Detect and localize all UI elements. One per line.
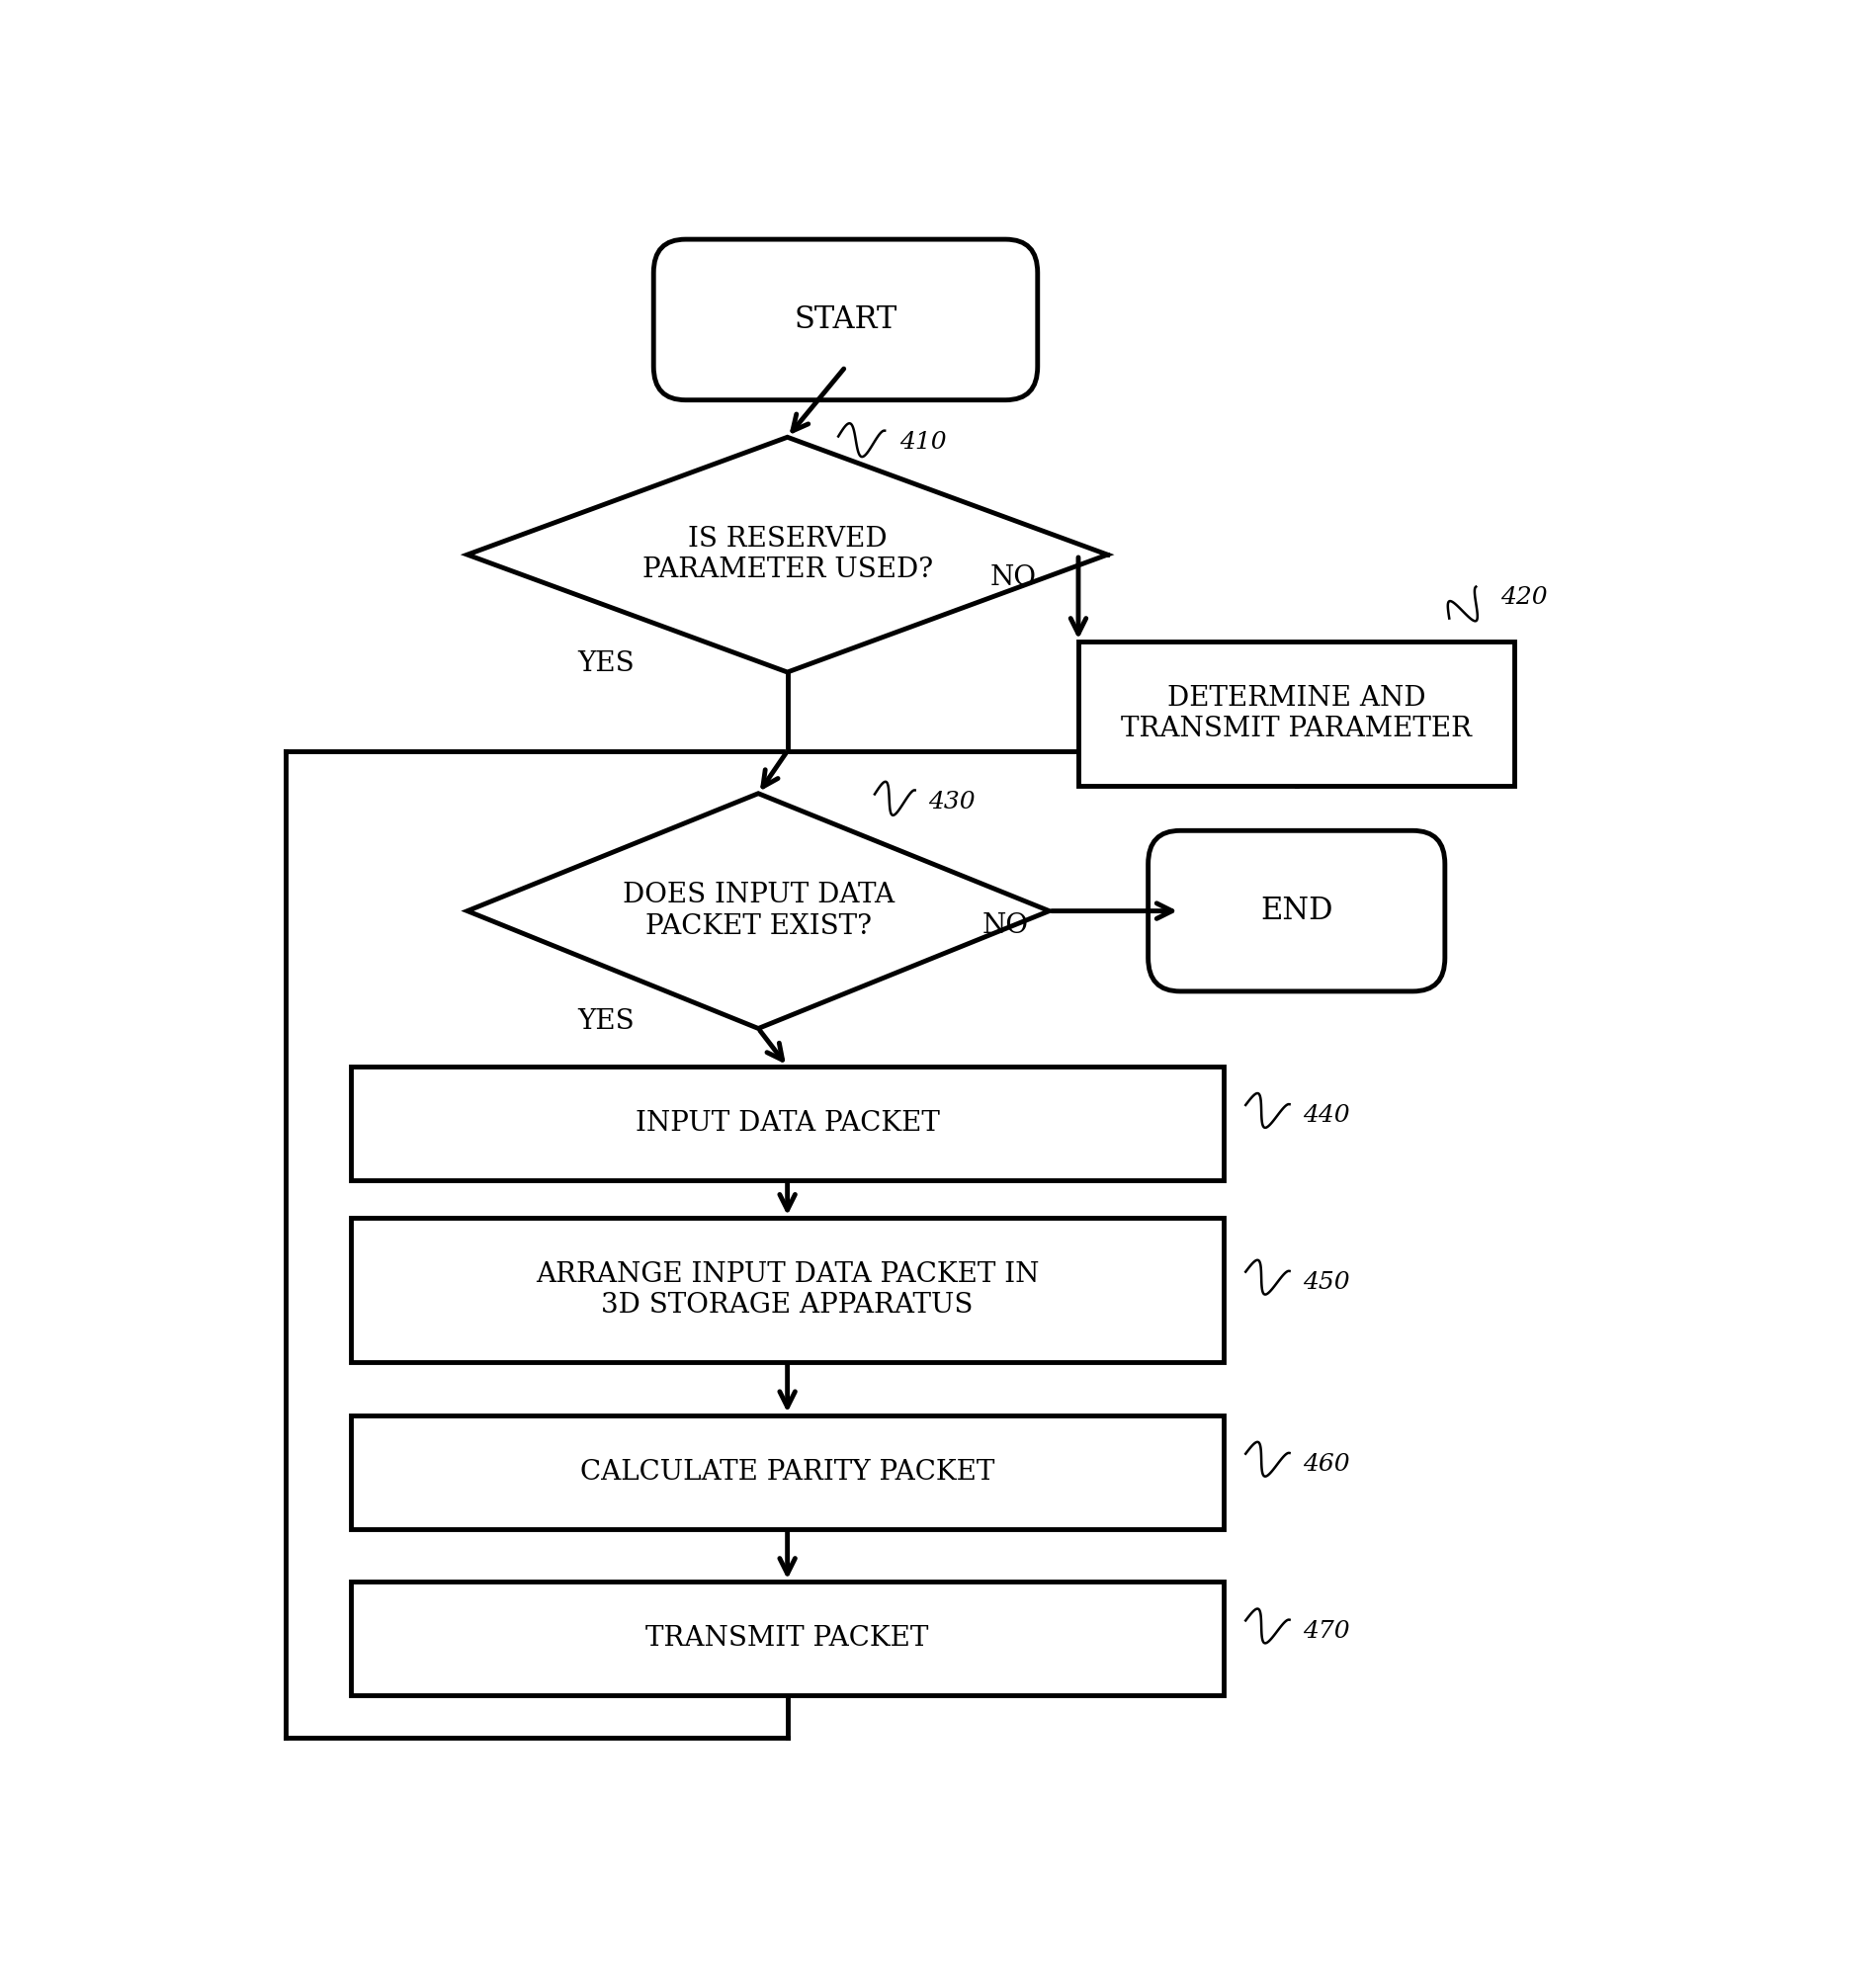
Text: ARRANGE INPUT DATA PACKET IN
3D STORAGE APPARATUS: ARRANGE INPUT DATA PACKET IN 3D STORAGE … [535,1262,1039,1319]
Text: 460: 460 [1302,1453,1349,1475]
Text: 440: 440 [1302,1105,1349,1126]
Bar [351,1416,1223,1528]
Text: NO: NO [981,914,1028,939]
Bar [351,1219,1223,1363]
FancyBboxPatch shape [653,240,1037,400]
Text: END: END [1259,896,1332,925]
Text: CALCULATE PARITY PACKET: CALCULATE PARITY PACKET [580,1459,994,1485]
Text: YES: YES [576,1008,634,1036]
Text: INPUT DATA PACKET: INPUT DATA PACKET [634,1111,940,1136]
Polygon shape [467,437,1107,671]
Text: DETERMINE AND
TRANSMIT PARAMETER: DETERMINE AND TRANSMIT PARAMETER [1120,685,1471,742]
Text: TRANSMIT PACKET: TRANSMIT PACKET [645,1624,929,1652]
Text: NO: NO [989,563,1036,591]
Text: START: START [794,305,897,335]
Bar [351,1067,1223,1179]
FancyBboxPatch shape [1148,831,1445,990]
Bar [351,1581,1223,1695]
Text: 420: 420 [1499,585,1546,608]
Text: 430: 430 [929,790,976,813]
Text: 410: 410 [899,431,946,453]
Bar [1077,642,1514,786]
Text: IS RESERVED
PARAMETER USED?: IS RESERVED PARAMETER USED? [642,526,932,583]
Text: YES: YES [576,650,634,677]
Text: 450: 450 [1302,1272,1349,1294]
Text: 470: 470 [1302,1620,1349,1642]
Polygon shape [467,794,1049,1028]
Text: DOES INPUT DATA
PACKET EXIST?: DOES INPUT DATA PACKET EXIST? [623,882,893,939]
